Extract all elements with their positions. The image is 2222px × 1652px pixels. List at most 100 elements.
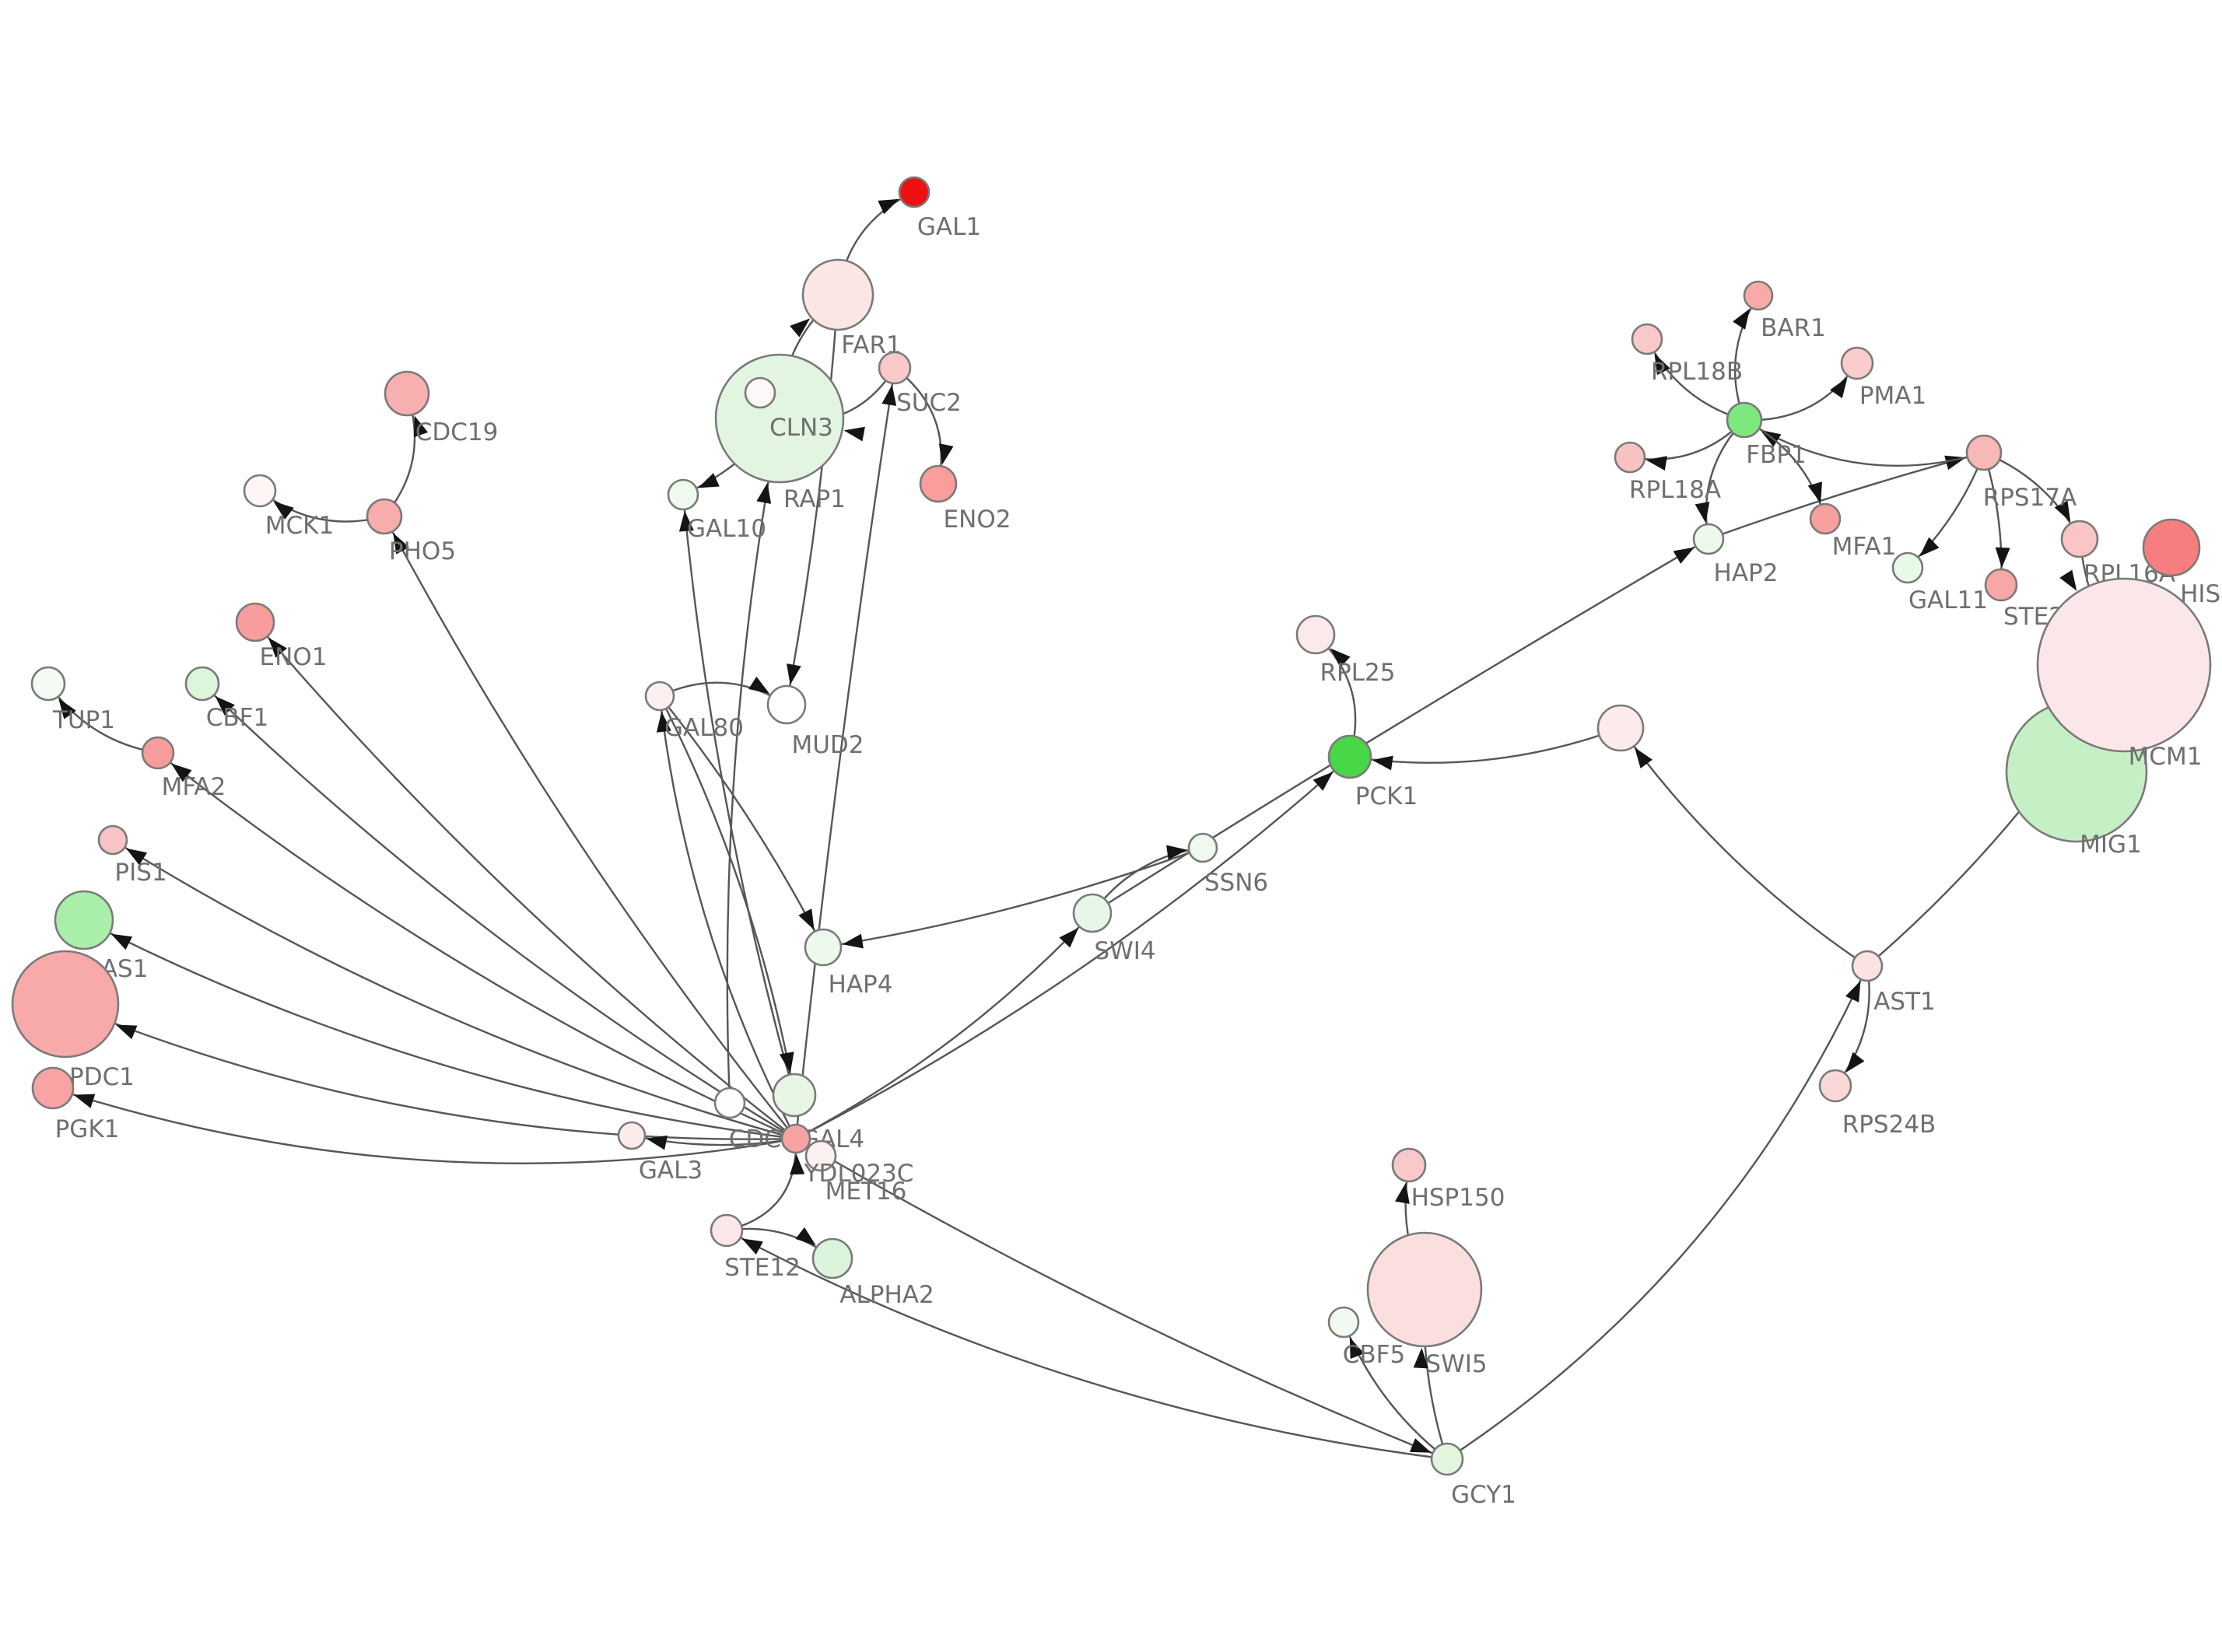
node-hap2[interactable] [1692, 523, 1725, 555]
edge-FBP1-PMA1[interactable] [1744, 362, 1858, 422]
edge-YDL023C-PHO5[interactable] [383, 516, 797, 1139]
node-group-tup1: TUP1 [30, 666, 115, 734]
edge-YDL023C-GAL3[interactable] [631, 1134, 797, 1150]
node-ste2[interactable] [1984, 568, 2018, 602]
arrowhead-icon [110, 933, 133, 950]
edge-YDL023C-GAL80[interactable] [656, 695, 797, 1139]
edge-YDL023C-ENO1[interactable] [254, 621, 797, 1139]
node-pdc1[interactable] [11, 950, 120, 1059]
node-fbp1[interactable] [1726, 401, 1763, 439]
edge-GAL80-GAL4[interactable] [658, 695, 796, 1096]
node-gcy1[interactable] [1430, 1442, 1464, 1476]
node-far1[interactable] [801, 258, 874, 331]
node-group-pis1: PIS1 [97, 824, 167, 887]
node-pck1[interactable] [1327, 734, 1372, 779]
edge-FBP1-RPL18A[interactable] [1629, 419, 1745, 471]
node-mck1[interactable] [243, 474, 277, 508]
node-eno1[interactable] [235, 602, 275, 642]
edge-GCY1-AST1[interactable] [1446, 965, 1869, 1461]
edge-RPS17A-FBP1[interactable] [1744, 418, 1985, 467]
edge-YDL023C-SWI4[interactable] [795, 912, 1093, 1140]
node-ydl023c[interactable] [780, 1123, 811, 1154]
edge-NODEX-PCK1[interactable] [1349, 726, 1621, 771]
edge-YDL023C-CBF1[interactable] [202, 683, 797, 1140]
node-group-far1: FAR1 [801, 258, 902, 359]
node-gal11[interactable] [1891, 551, 1924, 584]
edge-YDL023C-MFA2[interactable] [157, 752, 797, 1140]
edge-AST1-NODEX[interactable] [1620, 727, 1868, 967]
node-swi4[interactable] [1072, 893, 1113, 933]
arrowhead-icon [741, 1238, 763, 1255]
edge-YDL023C-SUC2[interactable] [794, 367, 897, 1139]
edge-FAR1-MUD2[interactable] [785, 294, 839, 705]
node-label-mfa2: MFA2 [162, 773, 226, 801]
edge-SWI4-HAP2[interactable] [1092, 537, 1709, 915]
node-mcm1[interactable] [2036, 577, 2212, 753]
node-eno2[interactable] [919, 464, 958, 503]
node-pgk1[interactable] [31, 1066, 75, 1110]
node-cdc28[interactable] [713, 1087, 746, 1119]
node-nodex[interactable] [1596, 704, 1645, 752]
node-alpha2[interactable] [811, 1237, 853, 1279]
node-mfa1[interactable] [1809, 502, 1842, 535]
node-mud2[interactable] [766, 684, 807, 725]
node-rpl25[interactable] [1295, 614, 1336, 655]
node-cbf5[interactable] [1327, 1306, 1360, 1339]
arrowhead-icon [2054, 500, 2071, 522]
node-ras1[interactable] [54, 890, 114, 950]
node-suc2[interactable] [878, 351, 912, 385]
node-rpl18a[interactable] [1614, 441, 1646, 474]
edge-YDL023C-PDC1[interactable] [65, 1003, 797, 1140]
node-swi5[interactable] [1366, 1231, 1483, 1348]
edge-YDL023C-PGK1[interactable] [52, 1087, 797, 1164]
node-gal80[interactable] [644, 681, 675, 712]
node-gal1[interactable] [898, 176, 931, 208]
edge-STE12-YDL023C[interactable] [726, 1138, 805, 1232]
edge-GCY1-STE12[interactable] [726, 1229, 1448, 1461]
node-gal10[interactable] [667, 478, 699, 511]
edge-GAL80-HAP4[interactable] [659, 695, 825, 948]
node-his4[interactable] [2142, 518, 2201, 577]
edge-GCY1-CBF5[interactable] [1342, 1321, 1448, 1460]
node-rpl16a[interactable] [2060, 520, 2099, 558]
edge-AST1-RPS24B[interactable] [1835, 965, 1870, 1087]
node-hap4[interactable] [804, 928, 843, 967]
edge-YDL023C-RAS1[interactable] [83, 919, 797, 1140]
arrowhead-icon [73, 1094, 96, 1108]
node-cdc19[interactable] [384, 370, 430, 417]
node-rpl18b[interactable] [1631, 323, 1663, 355]
edge-line [658, 695, 797, 1139]
node-pho5[interactable] [366, 498, 403, 535]
edge-line [794, 367, 896, 1139]
node-hsp150[interactable] [1391, 1147, 1427, 1183]
node-rap1[interactable] [744, 376, 776, 409]
node-mfa2[interactable] [141, 736, 175, 770]
node-gal4[interactable] [772, 1073, 817, 1118]
node-bar1[interactable] [1743, 280, 1774, 311]
arrowhead-icon [698, 473, 720, 488]
node-met16[interactable] [804, 1139, 837, 1172]
edge-layer [47, 191, 2126, 1461]
edge-CDC28-CLN3[interactable] [726, 418, 781, 1104]
node-pma1[interactable] [1840, 346, 1874, 380]
node-ssn6[interactable] [1187, 832, 1218, 863]
edge-GAL4-GAL10[interactable] [678, 494, 796, 1096]
edge-YDL023C-PCK1[interactable] [795, 756, 1351, 1140]
edge-RPS17A-STE2[interactable] [1982, 452, 2010, 586]
node-tup1[interactable] [30, 666, 66, 702]
arrowhead-icon [1395, 1182, 1410, 1204]
edge-YDL023C-GCY1[interactable] [795, 1137, 1448, 1461]
node-cbf1[interactable] [184, 666, 220, 702]
node-gal3[interactable] [617, 1121, 647, 1150]
node-ste12[interactable] [710, 1213, 744, 1248]
edge-line [157, 752, 797, 1140]
node-rps17a[interactable] [1965, 434, 2003, 471]
edge-line [1620, 727, 1868, 967]
edge-YDL023C-PIS1[interactable] [112, 838, 797, 1140]
edge-SSN6-HAP4[interactable] [822, 846, 1204, 949]
node-pis1[interactable] [97, 824, 128, 856]
node-ast1[interactable] [1851, 950, 1884, 982]
node-rps24b[interactable] [1818, 1069, 1852, 1103]
